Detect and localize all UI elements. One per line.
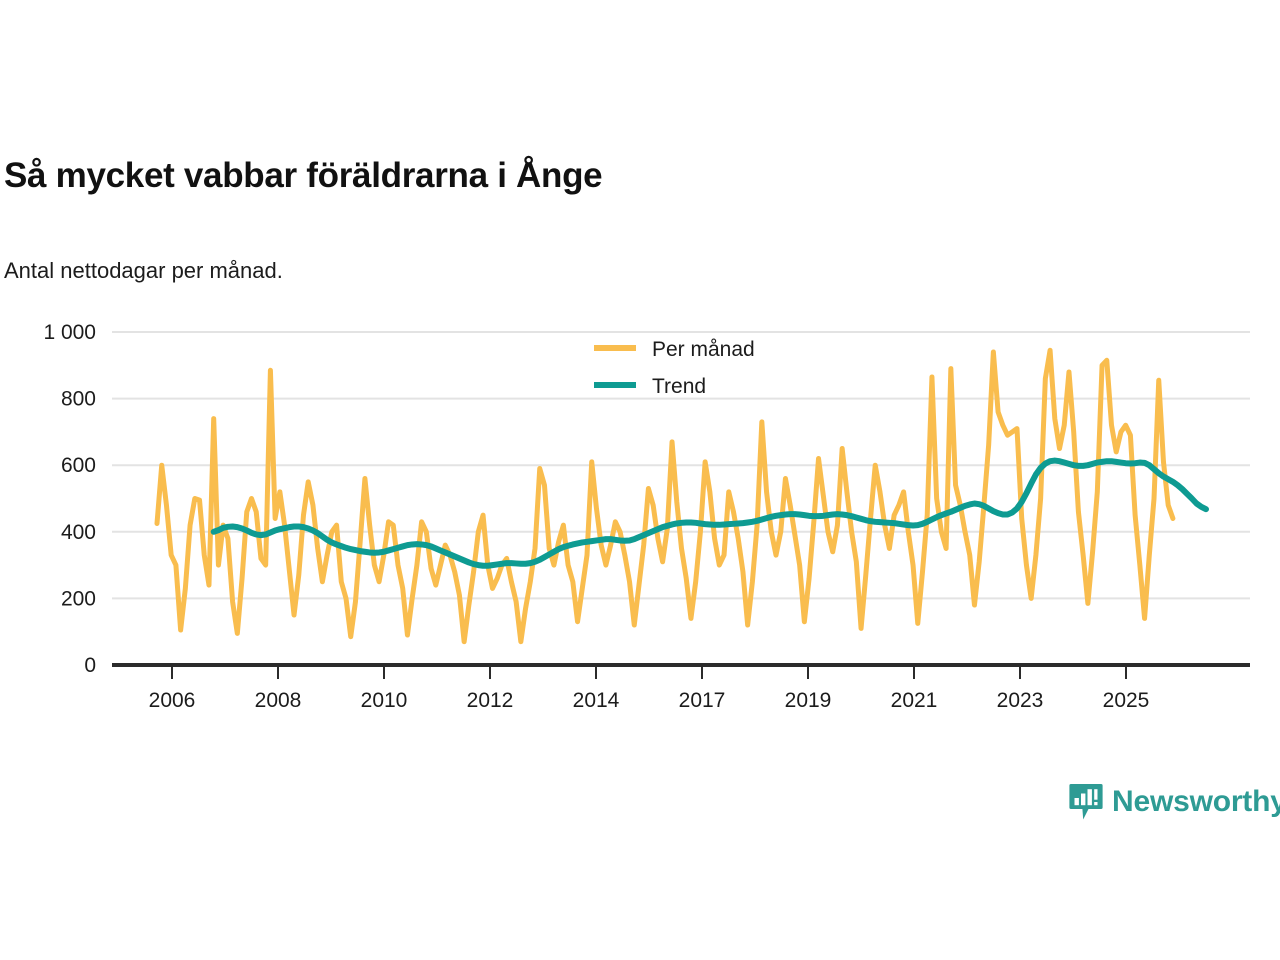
x-axis-tick-label: 2021 [891, 689, 938, 712]
series-line-per-manad [154, 347, 1176, 645]
x-axis-tick-label: 2019 [785, 689, 832, 712]
chart-legend: Per månad Trend [594, 338, 755, 398]
chart-plot-area: 0 200 400 600 800 1 000 2006 2008 2010 2012 2014 2… [0, 300, 1280, 720]
y-axis-tick-label: 800 [61, 388, 96, 411]
x-axis-tick-label: 2010 [361, 689, 408, 712]
x-axis-tick-label: 2017 [679, 689, 726, 712]
x-axis-tick-label: 2008 [255, 689, 302, 712]
y-axis-tick-label: 600 [61, 454, 96, 477]
x-axis-tick-label: 2014 [573, 689, 620, 712]
bar-chart-speech-bubble-icon [1069, 784, 1103, 820]
y-axis-tick-label: 0 [84, 654, 96, 677]
legend-label: Trend [652, 375, 706, 398]
y-axis-tick-labels: 0 200 400 600 800 1 000 [43, 321, 96, 677]
x-axis-tick-label: 2006 [149, 689, 196, 712]
legend-label: Per månad [652, 338, 755, 361]
x-axis-tick-label: 2025 [1103, 689, 1150, 712]
y-axis-tick-label: 1 000 [43, 321, 96, 344]
y-axis-tick-label: 400 [61, 521, 96, 544]
newsworthy-logo[interactable]: Newsworthy [1069, 783, 1280, 821]
x-axis-tick-label: 2012 [467, 689, 514, 712]
chart-subtitle: Antal nettodagar per månad. [4, 258, 283, 283]
series-layer [154, 347, 1209, 645]
series-line-trend [210, 457, 1209, 569]
y-axis-tick-label: 200 [61, 587, 96, 610]
x-axis-group: 2006 2008 2010 2012 2014 2017 2019 2021 2023 2025 [149, 667, 1150, 712]
page-title: Så mycket vabbar föräldrarna i Ånge [4, 156, 603, 196]
newsworthy-wordmark: Newsworthy [1112, 785, 1280, 818]
x-axis-tick-label: 2023 [997, 689, 1044, 712]
